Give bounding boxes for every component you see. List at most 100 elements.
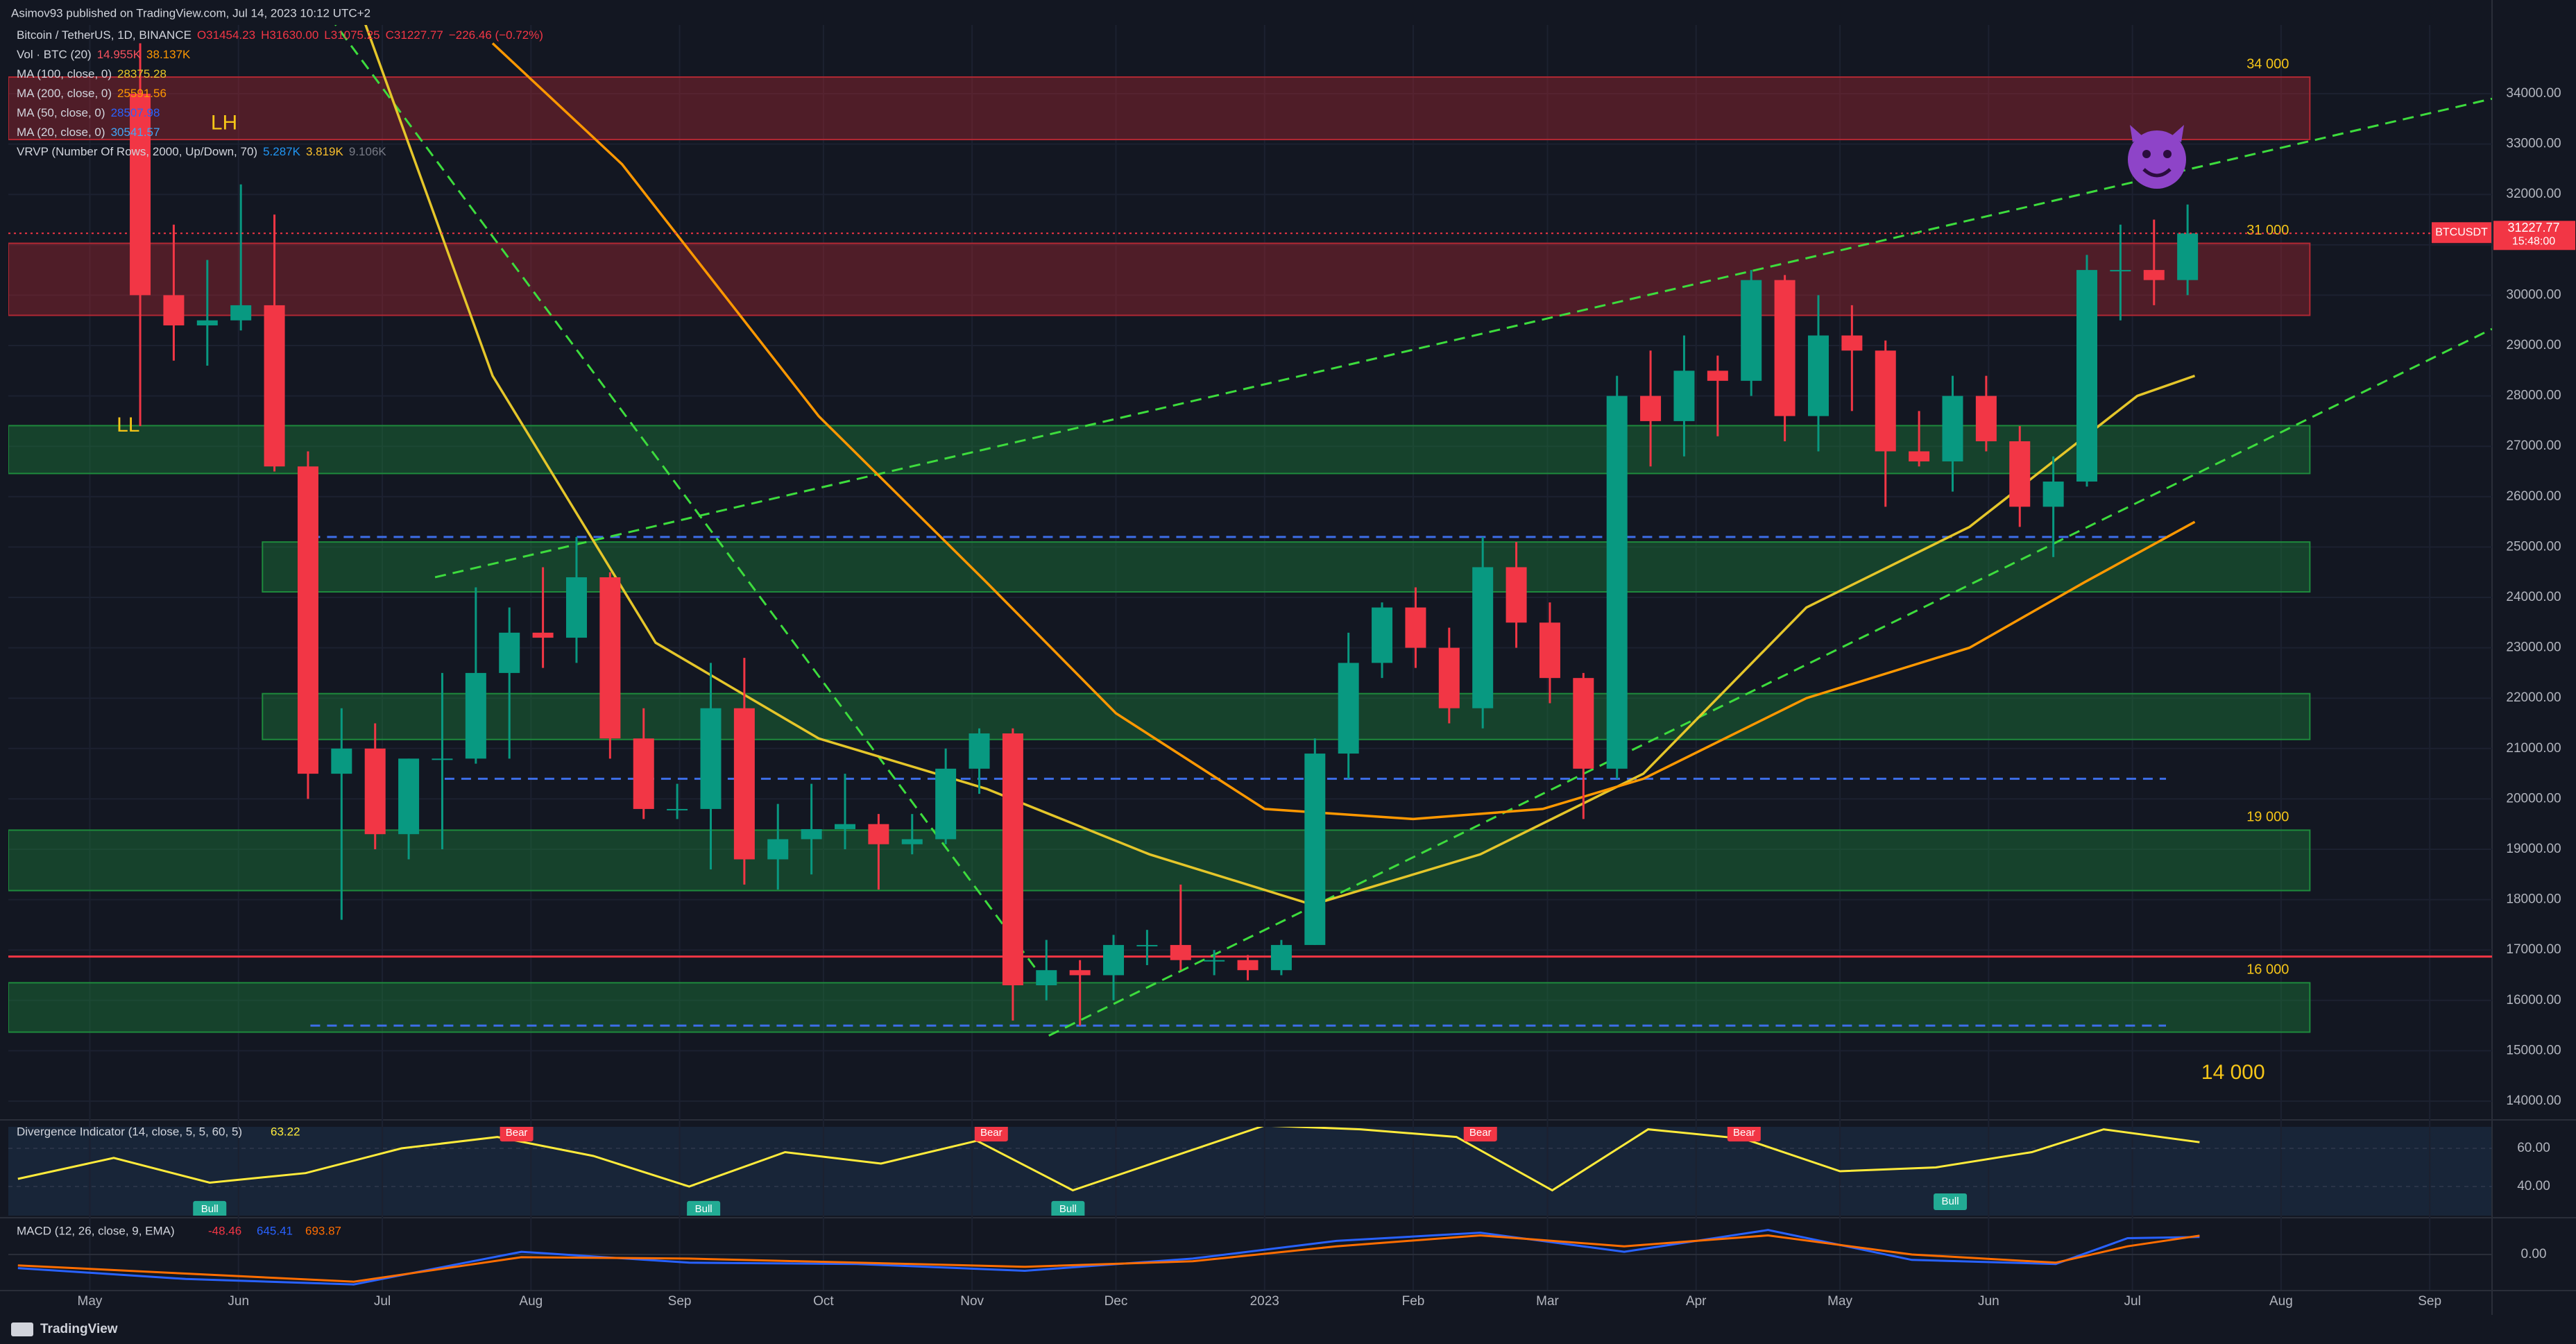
zone-label: 31 000 — [2246, 223, 2289, 238]
indicator-title: Divergence Indicator (14, close, 5, 5, 6… — [17, 1125, 242, 1138]
y-tick-label: 0.00 — [2521, 1247, 2547, 1261]
candle-body — [2076, 270, 2098, 482]
countdown-label: 15:48:00 — [2512, 236, 2555, 248]
x-tick-label: 2023 — [1250, 1294, 1279, 1309]
x-tick-label: Aug — [519, 1294, 543, 1309]
candle-body — [969, 733, 990, 769]
legend-row: Vol · BTC (20) 14.955K 38.137K — [17, 48, 191, 61]
signal-label: Bull — [1942, 1196, 1959, 1207]
devil-mouth — [2142, 168, 2172, 178]
trend-line — [1048, 328, 2492, 1037]
footer-bar — [0, 1315, 2576, 1344]
signal-label: Bear — [980, 1127, 1003, 1139]
devil-eye — [2142, 150, 2151, 158]
candle-body — [1505, 567, 1527, 623]
candle-body — [733, 708, 755, 860]
candle-body — [465, 672, 486, 759]
signal-tag — [1727, 1127, 1761, 1142]
ma-line — [491, 42, 2196, 821]
candle-body — [1069, 970, 1091, 976]
candle-body — [1136, 944, 1158, 946]
x-tick-label: May — [78, 1294, 103, 1309]
y-tick-label: 40.00 — [2517, 1179, 2550, 1193]
x-tick-label: Jun — [1978, 1294, 1999, 1309]
signal-tag — [500, 1127, 534, 1142]
x-tick-label: Jul — [374, 1294, 391, 1309]
y-tick-label: 32000.00 — [2506, 187, 2561, 201]
candle-body — [2143, 270, 2165, 280]
candle-body — [935, 768, 957, 840]
legend-value: 38.137K — [146, 48, 191, 61]
legend-value: 30541.57 — [111, 126, 160, 139]
indicator-line — [17, 1127, 2200, 1192]
ohlc-value: C31227.77 — [386, 28, 443, 42]
candle-body — [1304, 754, 1326, 945]
signal-label: Bear — [1469, 1127, 1492, 1139]
publisher: Asimov93 published on TradingView.com, J… — [11, 6, 370, 19]
ohlc-value: O31454.23 — [197, 28, 255, 42]
y-tick-label: 60.00 — [2517, 1141, 2550, 1155]
x-tick-label: May — [1827, 1294, 1852, 1309]
candle-body — [1909, 451, 1930, 461]
candle-body — [130, 94, 151, 296]
candle-body — [1405, 607, 1426, 648]
axes: 14000.00 15000.00 16000.00 17000.00 18000.00… — [78, 86, 2575, 1309]
candle-body — [1372, 607, 1393, 663]
oscillator-band — [8, 1127, 2492, 1216]
symbol: Bitcoin / TetherUS, 1D, BINANCE — [17, 28, 191, 42]
zone-label: 34 000 — [2246, 56, 2289, 71]
legend-name: VRVP (Number Of Rows, 2000, Up/Down, 70) — [17, 145, 257, 158]
candle-body — [700, 708, 722, 809]
candle-body — [297, 466, 318, 774]
signal-label: Bull — [695, 1203, 713, 1215]
annotation: 14 000 — [2201, 1061, 2265, 1084]
zone — [8, 425, 2311, 475]
candle-body — [264, 305, 285, 467]
trend-line — [334, 25, 1050, 987]
zone-label: 16 000 — [2246, 962, 2289, 978]
candle-body — [1975, 395, 1997, 441]
candle-body — [163, 295, 185, 325]
candle-body — [1036, 970, 1057, 986]
candle-body — [2110, 270, 2131, 272]
signal-tag — [1934, 1193, 1968, 1210]
y-tick-label: 29000.00 — [2506, 338, 2561, 352]
y-tick-label: 23000.00 — [2506, 640, 2561, 655]
ohlc-value: H31630.00 — [261, 28, 318, 42]
candle-body — [2177, 233, 2199, 280]
candle-body — [1539, 622, 1560, 679]
candle-body — [901, 839, 923, 844]
ohlc-value: L31075.25 — [324, 28, 379, 42]
signal-label: Bull — [201, 1203, 219, 1215]
signal-label: Bear — [1733, 1127, 1755, 1139]
legend-value: 5.287K — [263, 145, 301, 158]
candle-body — [230, 305, 252, 321]
legend-value: 14.955K — [97, 48, 142, 61]
y-tick-label: 33000.00 — [2506, 137, 2561, 151]
legend-row: MA (100, close, 0) 28375.28 — [17, 67, 167, 80]
legend: Divergence Indicator (14, close, 5, 5, 6… — [11, 6, 543, 1237]
y-tick-label: 14000.00 — [2506, 1094, 2561, 1108]
y-tick-label: 22000.00 — [2506, 690, 2561, 705]
legend-name: MA (50, close, 0) — [17, 106, 105, 119]
x-tick-label: Jul — [2124, 1294, 2141, 1309]
candle-body — [1103, 944, 1125, 976]
devil-eye — [2163, 150, 2172, 158]
legend-value: 28375.28 — [117, 67, 167, 80]
signal-tag — [193, 1200, 227, 1216]
candle-body — [1573, 678, 1594, 769]
candle-body — [599, 577, 621, 739]
y-tick-label: 19000.00 — [2506, 842, 2561, 856]
x-tick-label: Sep — [2418, 1294, 2441, 1309]
candle-body — [1338, 663, 1359, 754]
last-price-box — [2493, 221, 2575, 250]
x-tick-label: Nov — [960, 1294, 984, 1309]
legend-value: 25591.56 — [117, 87, 167, 100]
signal-tag — [1051, 1200, 1085, 1216]
zone — [8, 829, 2311, 892]
legend-value: 28507.98 — [111, 106, 160, 119]
signal-tag — [1463, 1127, 1497, 1142]
candle-body — [331, 748, 352, 774]
candle-body — [1741, 280, 1762, 381]
